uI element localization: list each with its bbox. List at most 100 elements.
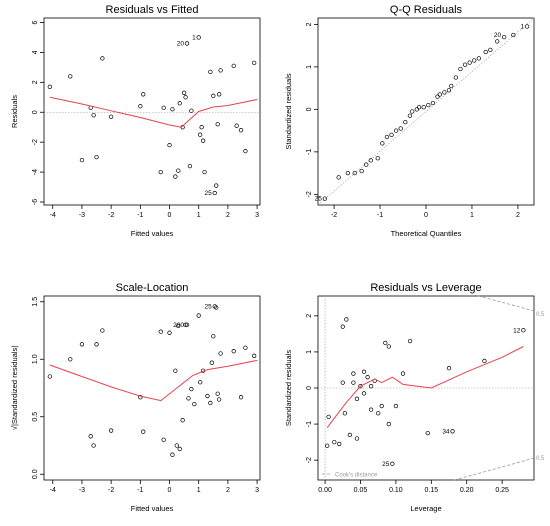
data-point xyxy=(100,56,105,61)
data-point xyxy=(386,421,391,427)
x-tick-label: 0.25 xyxy=(495,487,509,494)
data-point xyxy=(407,113,413,118)
data-point xyxy=(209,360,214,365)
x-tick-label: 0.20 xyxy=(460,487,474,494)
data-point xyxy=(511,32,516,38)
data-point xyxy=(79,342,85,347)
qq-reference-line xyxy=(317,17,535,206)
plot-frame xyxy=(43,295,261,481)
data-point xyxy=(68,74,73,79)
chart-title: Residuals vs Leverage xyxy=(370,282,481,294)
y-axis-label: Standardized residuals xyxy=(284,350,293,427)
data-point xyxy=(488,47,493,53)
point-annotation: 20 xyxy=(494,32,502,39)
data-point xyxy=(252,353,257,358)
point-annotation: 1 xyxy=(520,24,524,31)
x-tick-label: 2 xyxy=(516,212,520,219)
x-tick-label: 0.05 xyxy=(354,487,368,494)
y-tick-label: 0 xyxy=(306,107,313,111)
data-point xyxy=(189,108,194,113)
chart-title: Q-Q Residuals xyxy=(390,4,463,16)
x-tick-label: 3 xyxy=(255,487,259,494)
data-point xyxy=(521,328,526,333)
data-point xyxy=(495,39,500,44)
data-point xyxy=(211,334,216,339)
data-point xyxy=(446,366,452,371)
data-point xyxy=(386,344,391,349)
data-point xyxy=(47,374,52,379)
data-point xyxy=(403,119,408,125)
data-point xyxy=(243,148,248,154)
data-point xyxy=(332,439,337,445)
data-point xyxy=(368,407,374,412)
data-point xyxy=(91,443,96,448)
x-tick-label: 3 xyxy=(255,212,259,219)
data-point xyxy=(141,429,146,434)
data-point xyxy=(176,168,181,173)
data-point xyxy=(170,452,175,457)
data-point xyxy=(483,49,488,55)
data-point xyxy=(174,443,179,448)
panel-1: Residuals vs Fitted -4 -3 -2 -1 0 1 2 3 -6 -4 -2 0 2 4… xyxy=(10,4,261,238)
data-point xyxy=(199,125,204,130)
data-point xyxy=(351,380,356,385)
data-point xyxy=(384,134,390,140)
y-tick-label: -6 xyxy=(32,199,39,205)
y-tick-label: 0.0 xyxy=(32,469,39,479)
x-tick-label: -1 xyxy=(137,212,143,219)
cooks-contour-label: 0.5 xyxy=(536,312,545,318)
data-point xyxy=(340,324,345,329)
data-point xyxy=(342,411,348,416)
data-point xyxy=(450,429,455,434)
data-point xyxy=(472,58,477,63)
y-axis-label: Standardized residuals xyxy=(284,73,293,150)
data-point xyxy=(501,34,507,40)
data-point xyxy=(177,101,182,106)
data-point xyxy=(345,170,351,176)
data-point xyxy=(212,190,217,196)
data-point xyxy=(359,168,364,174)
y-tick-label: 2 xyxy=(32,80,39,84)
x-axis-label: Fitted values xyxy=(131,229,174,238)
data-point xyxy=(88,434,93,439)
data-point xyxy=(234,123,239,128)
data-point xyxy=(187,163,193,169)
data-point xyxy=(430,100,436,106)
data-point xyxy=(352,170,357,176)
data-point xyxy=(176,323,181,329)
data-point xyxy=(108,114,114,119)
data-point xyxy=(524,24,530,29)
data-point xyxy=(215,122,220,127)
data-point xyxy=(158,169,163,175)
data-point xyxy=(161,105,166,110)
data-point xyxy=(453,75,459,80)
data-point xyxy=(336,175,341,180)
data-point xyxy=(476,56,482,61)
data-point xyxy=(421,105,426,110)
point-annotation: 20 xyxy=(177,40,185,47)
x-tick-label: 0 xyxy=(168,487,172,494)
data-point xyxy=(214,183,219,188)
data-point xyxy=(344,317,349,322)
data-point xyxy=(200,138,206,143)
smooth-line xyxy=(49,96,258,128)
x-tick-label: -2 xyxy=(108,487,114,494)
data-point xyxy=(442,90,447,95)
y-tick-label: -4 xyxy=(32,169,39,175)
cooks-contour-label: 0.5 xyxy=(536,456,545,462)
data-point xyxy=(337,441,342,447)
data-point xyxy=(181,90,187,95)
x-tick-label: -1 xyxy=(137,487,143,494)
x-tick-label: -3 xyxy=(79,212,85,219)
data-point xyxy=(183,95,188,100)
y-tick-label: -1 xyxy=(306,421,313,427)
data-point xyxy=(351,371,356,376)
data-point xyxy=(398,126,403,131)
data-point xyxy=(365,375,370,380)
data-point xyxy=(216,92,222,97)
data-point xyxy=(437,92,442,97)
data-point xyxy=(138,395,143,400)
y-tick-label: 2 xyxy=(306,314,313,318)
y-tick-label: 2 xyxy=(306,22,313,26)
x-tick-label: -4 xyxy=(50,487,56,494)
